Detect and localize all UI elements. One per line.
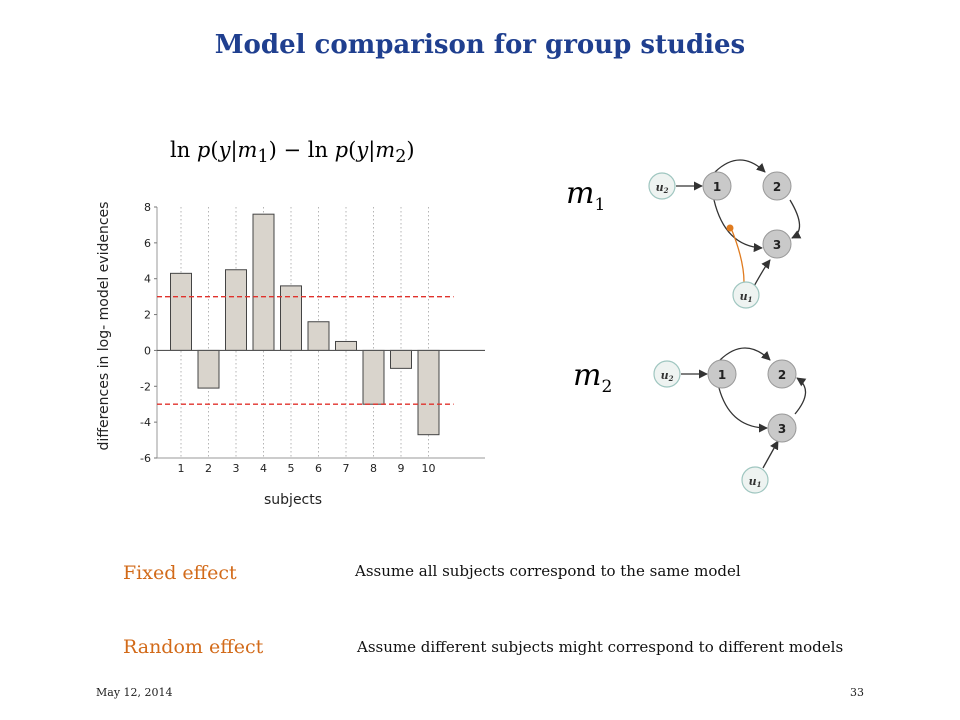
random-effect-label: Random effect bbox=[123, 636, 264, 658]
node-u1: u1 bbox=[741, 466, 769, 494]
y-tick-label: 6 bbox=[144, 237, 151, 250]
edge-2-to-1 bbox=[719, 347, 771, 361]
x-tick-label: 2 bbox=[205, 462, 212, 472]
bar bbox=[335, 340, 357, 351]
y-tick-label: 0 bbox=[144, 344, 151, 357]
svg-text:2: 2 bbox=[773, 180, 781, 194]
node-u2: u2 bbox=[653, 360, 681, 388]
bar bbox=[390, 349, 412, 369]
model-1-network-diagram: u2 1 2 3 u1 bbox=[648, 159, 802, 309]
node-3: 3 bbox=[767, 413, 797, 443]
x-tick-label: 1 bbox=[178, 462, 185, 472]
svg-text:1: 1 bbox=[713, 180, 721, 194]
x-tick-label: 10 bbox=[422, 462, 436, 472]
fixed-effect-label: Fixed effect bbox=[123, 562, 237, 584]
model-1-label: m1 bbox=[566, 176, 606, 215]
svg-text:2: 2 bbox=[778, 368, 786, 382]
node-u1: u1 bbox=[732, 281, 760, 309]
bar bbox=[170, 272, 192, 351]
node-1: 1 bbox=[702, 171, 732, 201]
x-tick-label: 7 bbox=[343, 462, 350, 472]
bar bbox=[417, 349, 440, 436]
edge-u1-to-3 bbox=[752, 259, 771, 289]
y-tick-label: -4 bbox=[140, 416, 151, 429]
bar-chart: 8 6 4 2 0 -2 -4 -6 1 2 3 4 5 6 7 8 9 10 bbox=[140, 201, 485, 472]
model-2-network-diagram: u2 1 2 3 u1 bbox=[653, 347, 807, 494]
edge-1-to-3 bbox=[713, 199, 763, 253]
node-2: 2 bbox=[762, 171, 792, 201]
node-1: 1 bbox=[707, 359, 737, 389]
svg-text:1: 1 bbox=[718, 368, 726, 382]
x-tick-label: 6 bbox=[315, 462, 322, 472]
log-evidence-formula: ln p(y|m1) − ln p(y|m2) bbox=[170, 138, 415, 168]
footer-date: May 12, 2014 bbox=[96, 686, 173, 699]
page-number: 33 bbox=[850, 686, 864, 699]
y-axis-label: differences in log- model evidences bbox=[96, 201, 112, 451]
slide-title: Model comparison for group studies bbox=[214, 30, 746, 60]
node-3: 3 bbox=[762, 229, 792, 259]
y-tick-label: 2 bbox=[144, 309, 151, 322]
bar bbox=[225, 269, 247, 351]
bar bbox=[362, 349, 385, 405]
edge-3-to-2 bbox=[794, 377, 807, 415]
modulation-edge bbox=[730, 227, 745, 283]
x-tick-label: 4 bbox=[260, 462, 267, 472]
y-tick-label: -6 bbox=[140, 452, 151, 465]
edge-u1-to-3 bbox=[762, 440, 779, 469]
edge-2-to-1 bbox=[714, 159, 766, 173]
x-tick-label: 9 bbox=[398, 462, 405, 472]
node-2: 2 bbox=[767, 359, 797, 389]
y-tick-label: 8 bbox=[144, 201, 151, 214]
modulation-dot bbox=[726, 224, 734, 232]
bar bbox=[280, 285, 302, 351]
edge-1-to-3 bbox=[718, 387, 768, 433]
svg-text:3: 3 bbox=[773, 238, 781, 252]
y-tick-label: -2 bbox=[140, 380, 151, 393]
x-tick-label: 8 bbox=[370, 462, 377, 472]
model-2-label: m2 bbox=[573, 358, 613, 397]
edge-2-to-3 bbox=[789, 199, 802, 239]
random-effect-description: Assume different subjects might correspo… bbox=[357, 638, 844, 656]
x-axis-label: subjects bbox=[264, 492, 323, 508]
bar bbox=[197, 349, 220, 389]
x-tick-label: 5 bbox=[288, 462, 295, 472]
svg-text:3: 3 bbox=[778, 422, 786, 436]
x-tick-label: 3 bbox=[233, 462, 240, 472]
bar bbox=[307, 321, 330, 351]
bar bbox=[252, 213, 275, 351]
fixed-effect-description: Assume all subjects correspond to the sa… bbox=[355, 562, 741, 580]
node-u2: u2 bbox=[648, 172, 676, 200]
y-tick-label: 4 bbox=[144, 273, 151, 286]
